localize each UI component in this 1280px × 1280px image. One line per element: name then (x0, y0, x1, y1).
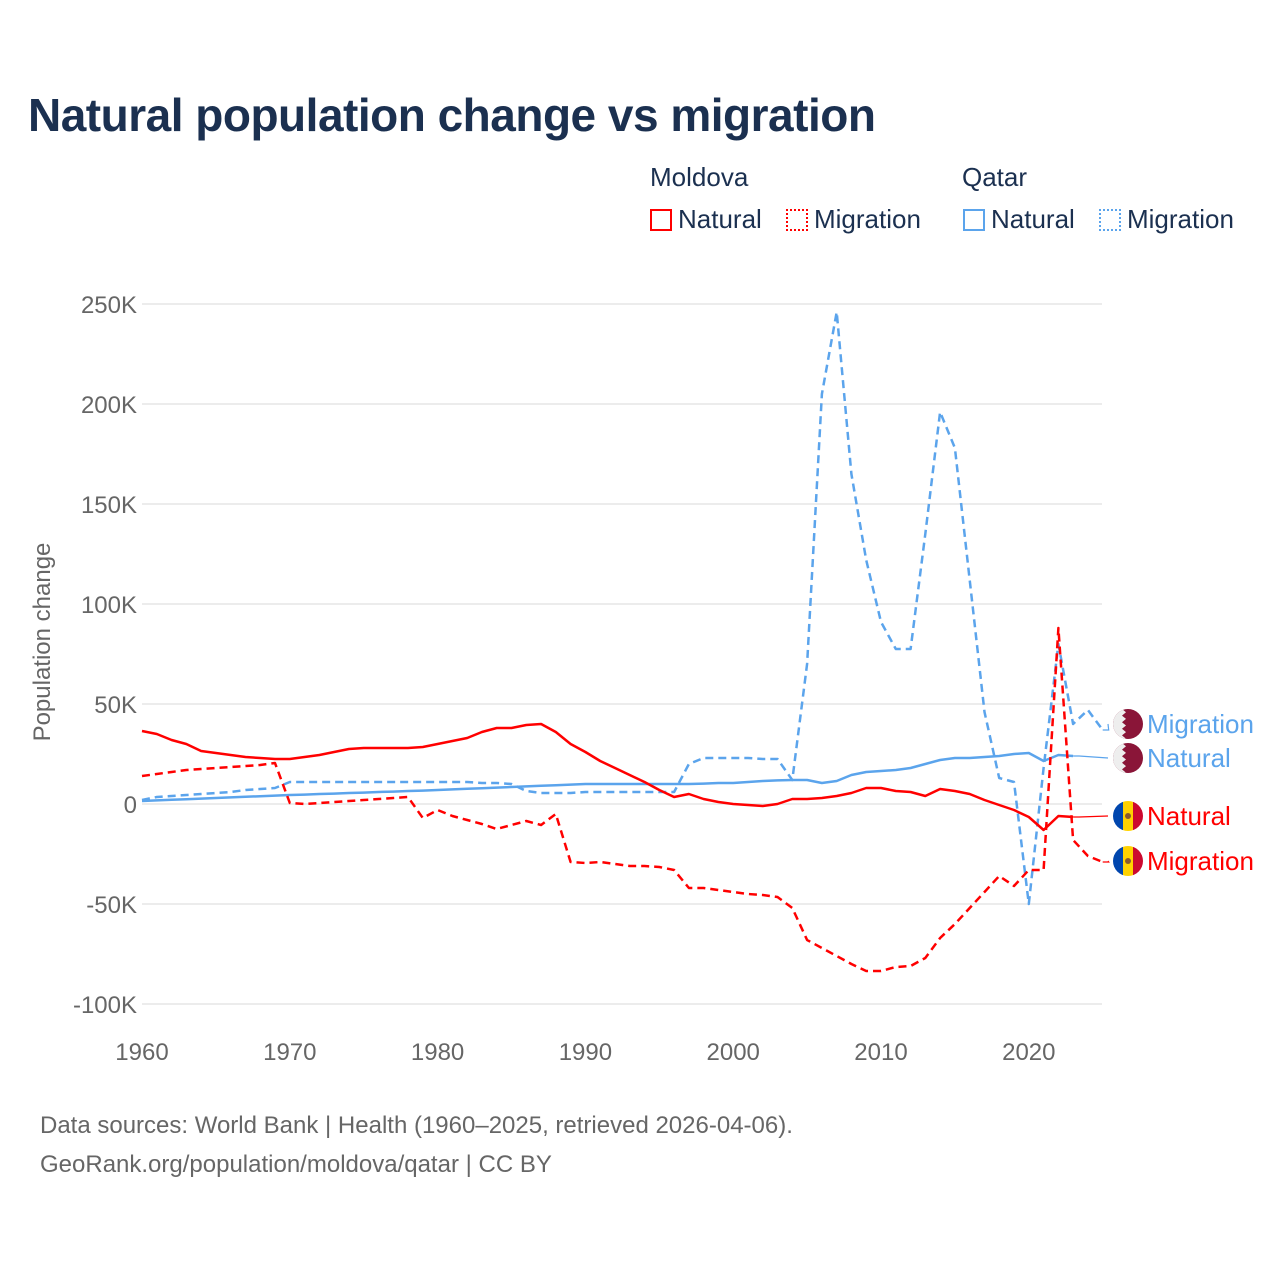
flag-emblem (1125, 858, 1131, 864)
end-label: Natural (1147, 801, 1231, 831)
x-tick-label: 1980 (411, 1039, 464, 1066)
series-line-moldova-migration (141, 626, 1104, 973)
x-tick-label: 1990 (559, 1039, 612, 1066)
qatar-flag-icon (1113, 743, 1143, 773)
legend-moldova-migration[interactable]: Migration (786, 204, 921, 235)
flag-red (1133, 801, 1143, 831)
flag-white (1113, 743, 1126, 773)
flag-blue (1113, 801, 1123, 831)
legend-moldova-natural[interactable]: Natural (650, 204, 762, 235)
label-connector (1102, 860, 1110, 863)
flag-red (1133, 846, 1143, 876)
solid-swatch-icon (650, 208, 672, 231)
label-connector (1102, 723, 1110, 731)
footer: Data sources: World Bank | Health (1960–… (40, 1106, 793, 1184)
x-tick-label: 2010 (854, 1039, 907, 1066)
moldova-flag-icon (1113, 801, 1143, 831)
flag-blue (1113, 846, 1123, 876)
label-connector (1073, 815, 1109, 818)
y-tick-label: 100K (81, 592, 137, 619)
attribution-link[interactable]: GeoRank.org/population/moldova/qatar | C… (40, 1151, 552, 1178)
legend-label: Natural (991, 204, 1075, 234)
series-line-moldova-natural (141, 722, 1074, 832)
end-label: Natural (1147, 743, 1231, 773)
flag-white (1113, 709, 1126, 739)
end-label: Migration (1147, 709, 1254, 739)
x-tick-label: 1970 (263, 1039, 316, 1066)
x-tick-label: 2000 (707, 1039, 760, 1066)
y-tick-label: 150K (81, 492, 137, 519)
moldova-flag-icon (1113, 846, 1143, 876)
flag-body (1113, 801, 1143, 831)
label-connector (1073, 755, 1109, 759)
legend-label: Migration (814, 204, 921, 234)
chart-title: Natural population change vs migration (28, 89, 876, 141)
series-line-qatar-migration (141, 310, 1104, 906)
y-tick-label: -50K (86, 892, 137, 919)
y-tick-label: 250K (81, 292, 137, 319)
x-tick-label: 1960 (115, 1039, 168, 1066)
y-tick-label: 0 (124, 792, 137, 819)
legend-group-qatar: Qatar (962, 162, 1028, 192)
qatar-flag-icon (1113, 709, 1143, 739)
x-tick-label: 2020 (1002, 1039, 1055, 1066)
dotted-swatch-icon (1099, 208, 1121, 231)
legend-label: Natural (678, 204, 762, 234)
y-axis-label: Population change (29, 543, 56, 742)
dotted-swatch-icon (786, 208, 808, 231)
end-label: Migration (1147, 846, 1254, 876)
legend-group-moldova: Moldova (650, 162, 749, 192)
y-tick-label: -100K (73, 992, 137, 1019)
y-tick-label: 200K (81, 392, 137, 419)
flag-body (1113, 709, 1143, 739)
legend-label: Migration (1127, 204, 1234, 234)
series-line-qatar-natural (141, 751, 1074, 803)
flag-body (1113, 846, 1143, 876)
y-tick-label: 50K (94, 692, 137, 719)
legend-qatar-migration[interactable]: Migration (1099, 204, 1234, 235)
flag-body (1113, 743, 1143, 773)
source-note: Data sources: World Bank | Health (1960–… (40, 1112, 793, 1139)
solid-swatch-icon (963, 208, 985, 231)
flag-emblem (1125, 813, 1131, 819)
legend-qatar-natural[interactable]: Natural (963, 204, 1075, 235)
